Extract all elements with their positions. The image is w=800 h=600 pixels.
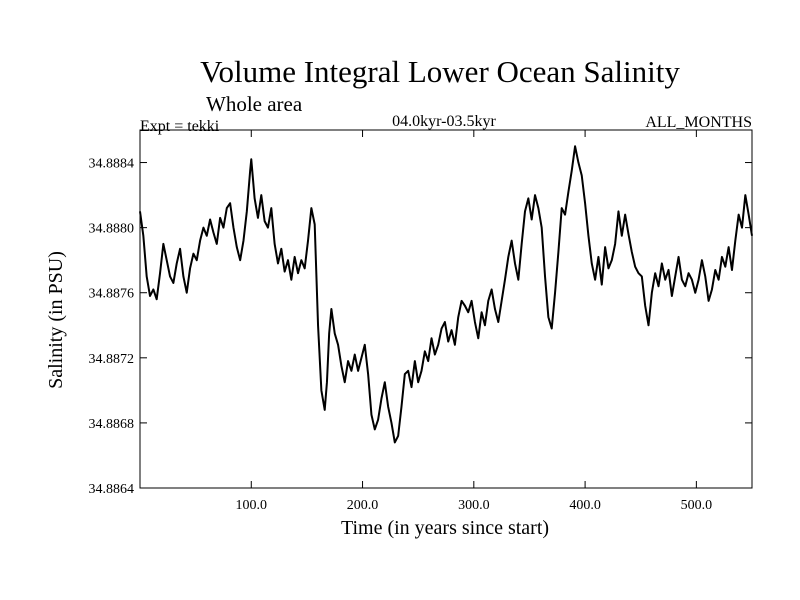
x-tick-label: 400.0: [569, 498, 601, 513]
x-tick-label: 200.0: [347, 498, 379, 513]
y-tick-label: 34.8876: [89, 287, 135, 302]
chart-subtitle: Whole area: [206, 92, 303, 116]
chart-title: Volume Integral Lower Ocean Salinity: [200, 54, 680, 89]
y-tick-label: 34.8868: [89, 417, 135, 432]
x-axis-label: Time (in years since start): [341, 517, 549, 539]
y-tick-label: 34.8884: [89, 157, 135, 172]
y-tick-label: 34.8864: [89, 482, 135, 497]
y-tick-label: 34.8880: [89, 222, 135, 237]
salinity-series-line: [139, 145, 753, 444]
x-tick-label: 500.0: [681, 498, 713, 513]
x-axis-ticks: 100.0 200.0 300.0 400.0 500.0: [236, 130, 713, 513]
period-label: 04.0kyr-03.5kyr: [392, 113, 496, 130]
y-axis-label: Salinity (in PSU): [45, 251, 67, 389]
months-label: ALL_MONTHS: [645, 114, 752, 131]
y-axis-ticks: 34.8864 34.8868 34.8872 34.8876 34.8880 34.88…: [89, 157, 752, 497]
x-tick-label: 300.0: [458, 498, 490, 513]
plot-frame: [139, 129, 753, 489]
x-tick-label: 100.0: [236, 498, 268, 513]
y-tick-label: 34.8872: [89, 352, 135, 367]
experiment-label: Expt = tekki: [140, 118, 220, 135]
